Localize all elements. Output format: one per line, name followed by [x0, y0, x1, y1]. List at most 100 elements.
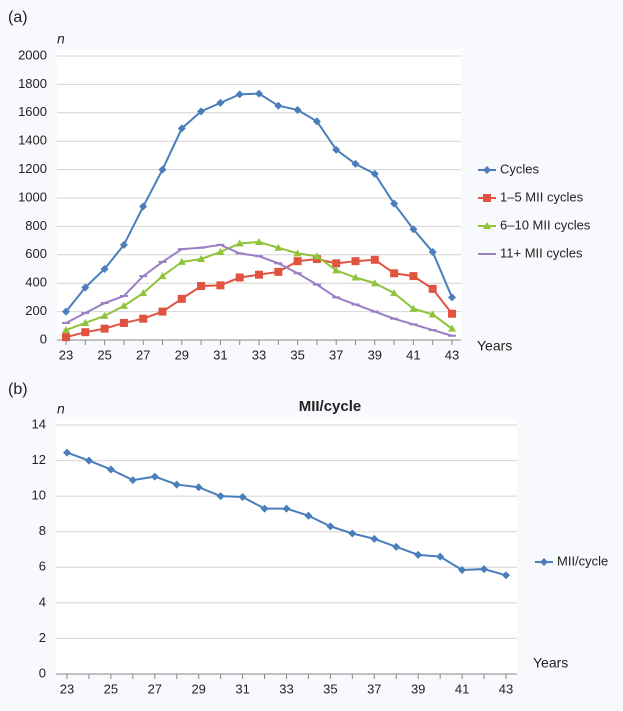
marker [216, 98, 225, 107]
marker [81, 283, 90, 292]
y-tick-label: 2 [39, 630, 46, 645]
y-tick-label: 0 [39, 665, 46, 680]
marker [197, 282, 206, 291]
marker [62, 333, 70, 342]
marker [62, 326, 70, 334]
x-tick-label: 41 [455, 681, 469, 696]
marker [480, 565, 489, 574]
marker [448, 309, 456, 318]
x-tick-label: 33 [252, 347, 266, 362]
y-tick-label: 1600 [18, 104, 47, 119]
plot-area [56, 419, 517, 674]
y-tick-label: 12 [32, 452, 46, 467]
x-tick-label: 39 [368, 347, 382, 362]
marker [177, 294, 186, 303]
y-tick-label: 10 [32, 488, 46, 503]
marker [370, 169, 379, 178]
x-tick-label: 23 [59, 347, 73, 362]
marker [158, 307, 167, 316]
marker [260, 504, 269, 513]
marker [177, 257, 186, 265]
marker [428, 284, 437, 293]
marker [409, 272, 418, 281]
marker [282, 504, 291, 513]
marker [274, 101, 283, 110]
marker [332, 259, 341, 268]
marker [150, 472, 159, 481]
marker [351, 273, 360, 281]
x-tick-label: 43 [499, 681, 513, 696]
legend-label: Cycles [500, 161, 540, 176]
marker [390, 269, 399, 278]
marker [414, 550, 423, 559]
panel-label: (a) [8, 9, 28, 26]
y-tick-label: 400 [25, 275, 47, 290]
marker [483, 166, 491, 174]
marker [106, 465, 115, 474]
y-tick-label: 6 [39, 559, 46, 574]
x-tick-label: 37 [367, 681, 381, 696]
y-axis-label: n [57, 31, 65, 47]
marker [370, 279, 379, 287]
marker [370, 534, 379, 543]
marker [540, 558, 548, 566]
x-tick-label: 31 [235, 681, 249, 696]
x-tick-label: 31 [213, 347, 227, 362]
marker [293, 249, 302, 257]
marker [84, 456, 93, 465]
marker [293, 105, 302, 114]
marker [128, 476, 137, 485]
marker [332, 145, 341, 154]
marker [197, 255, 206, 263]
marker [81, 328, 90, 337]
y-axis-label: n [57, 401, 65, 417]
x-tick-label: 39 [411, 681, 425, 696]
marker [458, 565, 467, 574]
x-tick-label: 29 [175, 347, 189, 362]
marker [139, 202, 148, 211]
chart-title: MII/cycle [299, 398, 362, 415]
marker [235, 239, 244, 247]
marker [409, 225, 418, 234]
marker [194, 483, 203, 492]
marker [62, 307, 70, 316]
marker [483, 222, 491, 229]
legend-label: 6–10 MII cycles [500, 217, 591, 232]
x-tick-label: 23 [60, 681, 74, 696]
marker [197, 107, 206, 116]
y-tick-label: 800 [25, 218, 47, 233]
marker [448, 293, 456, 302]
y-tick-label: 200 [25, 303, 47, 318]
marker [172, 480, 181, 489]
marker [235, 273, 244, 282]
x-tick-label: 35 [290, 347, 304, 362]
marker [392, 542, 401, 551]
marker [255, 270, 263, 279]
marker [348, 529, 357, 538]
marker [119, 318, 128, 327]
marker [119, 240, 128, 249]
marker [428, 247, 437, 256]
marker [139, 289, 148, 297]
marker [312, 117, 321, 126]
marker [448, 324, 456, 332]
marker [177, 124, 186, 133]
marker [158, 165, 167, 174]
y-tick-label: 0 [40, 331, 47, 346]
marker [139, 314, 148, 323]
marker [304, 511, 313, 520]
marker [63, 448, 71, 457]
marker [119, 301, 128, 309]
marker [436, 552, 445, 561]
y-tick-label: 1800 [18, 76, 47, 91]
marker [370, 255, 379, 264]
marker [235, 90, 244, 99]
x-tick-label: 27 [136, 347, 150, 362]
marker [100, 311, 109, 319]
marker [502, 571, 510, 580]
marker [390, 289, 399, 297]
y-tick-label: 1000 [18, 189, 47, 204]
marker [409, 304, 418, 312]
legend-label: 1–5 MII cycles [500, 189, 584, 204]
